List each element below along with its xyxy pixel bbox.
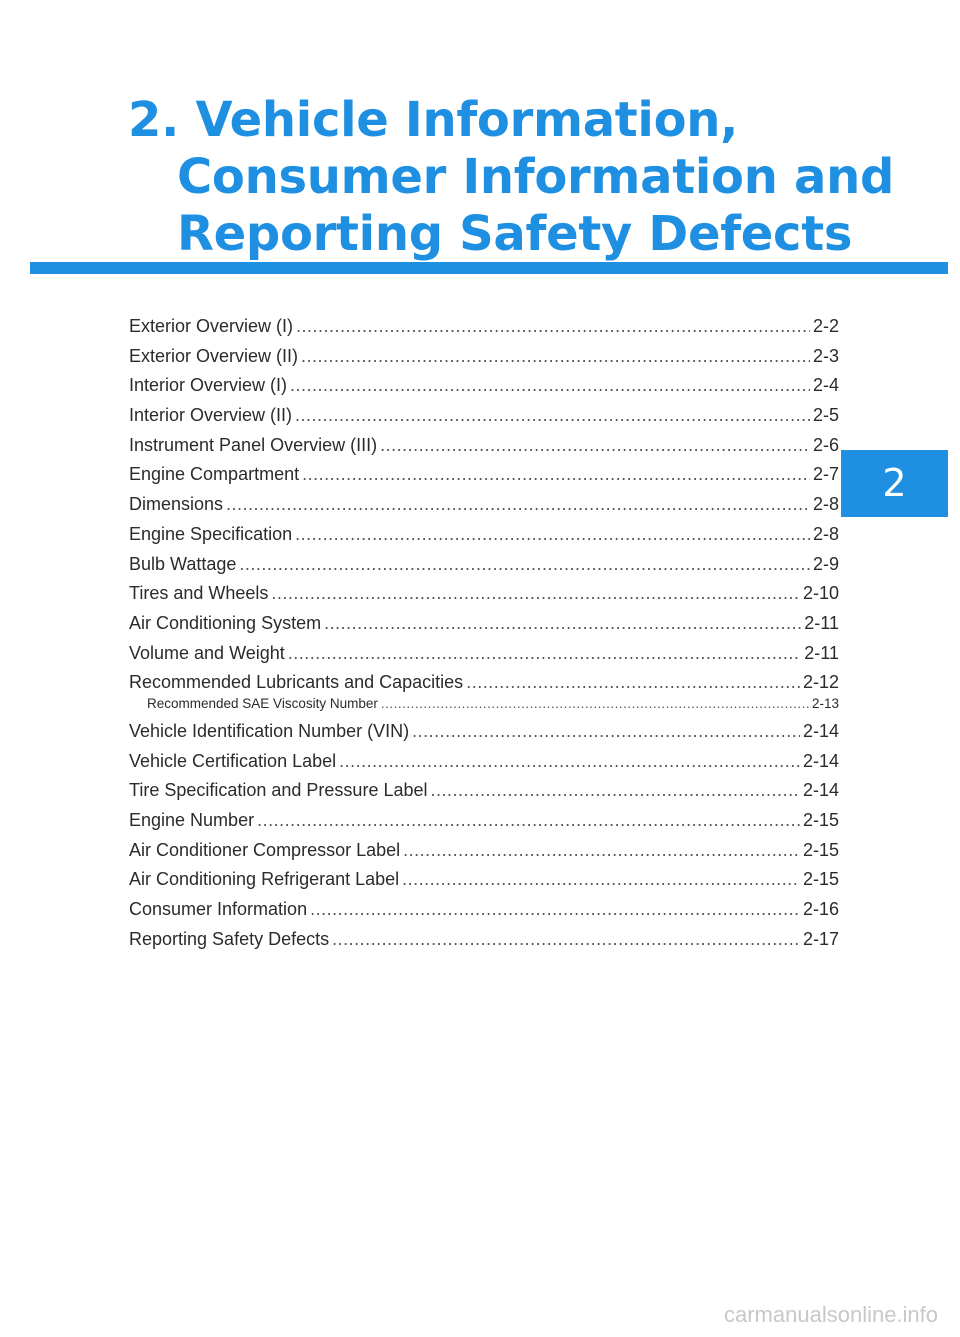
toc-entry-label: Reporting Safety Defects (129, 928, 330, 949)
toc-entry-page: 2-13 (811, 695, 839, 711)
toc-entry[interactable]: Dimensions 2-8 (129, 494, 839, 524)
toc-dot-leader (302, 464, 810, 485)
watermark: carmanualsonline.info (724, 1302, 939, 1327)
toc-entry[interactable]: Interior Overview (I) 2-4 (129, 375, 839, 405)
toc-entry[interactable]: Air Conditioner Compressor Label 2-15 (129, 840, 839, 870)
toc-dot-leader (257, 810, 800, 831)
toc-dot-leader (301, 346, 810, 367)
toc-entry-page: 2-8 (812, 494, 839, 515)
toc-dot-leader (239, 554, 810, 575)
toc-dot-leader (295, 405, 810, 426)
toc-entry-page: 2-15 (802, 810, 839, 830)
toc-entry[interactable]: Volume and Weight 2-11 (129, 643, 839, 673)
chapter-title-line-1: 2. Vehicle Information, (128, 92, 739, 148)
toc-dot-leader (226, 494, 810, 515)
toc-entry-page: 2-14 (802, 720, 839, 741)
toc-entry-page: 2-4 (812, 375, 839, 396)
toc-dot-leader (296, 316, 810, 337)
toc-entry-label: Engine Specification (129, 523, 293, 544)
toc-dot-leader (290, 375, 810, 396)
toc-entry-label: Interior Overview (I) (129, 375, 288, 396)
toc-dot-leader (412, 721, 800, 742)
toc-dot-leader (295, 524, 810, 545)
toc-entry[interactable]: Air Conditioning System 2-11 (129, 613, 839, 643)
toc-dot-leader (381, 696, 809, 711)
chapter-number-tab: 2 (841, 450, 948, 517)
toc-entry-label: Volume and Weight (129, 642, 285, 663)
toc-entry[interactable]: Bulb Wattage 2-9 (129, 554, 839, 584)
toc-entry[interactable]: Engine Compartment 2-7 (129, 464, 839, 494)
toc-dot-leader (402, 869, 800, 890)
toc-entry-label: Bulb Wattage (129, 553, 237, 574)
toc-entry-label: Engine Number (129, 810, 255, 830)
toc-entry-page: 2-5 (812, 405, 839, 426)
toc-dot-leader (403, 840, 800, 861)
toc-entry-page: 2-3 (812, 345, 839, 366)
toc-entry-label: Tires and Wheels (129, 583, 269, 604)
toc-entry-page: 2-14 (802, 780, 839, 801)
toc-entry-label: Air Conditioning Refrigerant Label (129, 869, 400, 890)
toc-entry-label: Consumer Information (129, 899, 308, 920)
toc-entry-label: Air Conditioner Compressor Label (129, 839, 401, 860)
chapter-title-line-2: Consumer Information and (177, 149, 895, 205)
toc-dot-leader (431, 780, 800, 801)
toc-dot-leader (324, 613, 801, 634)
toc-entry[interactable]: Vehicle Certification Label 2-14 (129, 751, 839, 781)
toc-entry-page: 2-2 (812, 316, 839, 336)
toc-entry[interactable]: Engine Number 2-15 (129, 810, 839, 840)
toc-entry-page: 2-11 (804, 642, 839, 663)
toc-entry-label: Air Conditioning System (129, 612, 322, 633)
toc-entry-page: 2-10 (802, 583, 839, 604)
toc-entry-page: 2-17 (802, 928, 839, 949)
toc-entry-label: Recommended SAE Viscosity Number (147, 695, 378, 711)
toc-entry-page: 2-11 (804, 612, 839, 633)
toc-entry[interactable]: Reporting Safety Defects 2-17 (129, 929, 839, 959)
toc-entry-page: 2-15 (802, 869, 839, 890)
toc-entry[interactable]: Engine Specification 2-8 (129, 524, 839, 554)
toc-dot-leader (380, 435, 810, 456)
toc-entry[interactable]: Exterior Overview (I) 2-2 (129, 316, 839, 346)
toc-entry[interactable]: Tire Specification and Pressure Label 2-1… (129, 780, 839, 810)
toc-entry-page: 2-16 (802, 899, 839, 920)
chapter-title: 2. Vehicle Information, Consumer Informa… (128, 92, 908, 263)
toc-entry-label: Instrument Panel Overview (III) (129, 434, 378, 455)
toc-entry-page: 2-9 (812, 553, 839, 574)
toc-entry[interactable]: Tires and Wheels 2-10 (129, 583, 839, 613)
toc-entry-page: 2-12 (802, 672, 839, 693)
toc-entry-page: 2-15 (802, 839, 839, 860)
toc-entry[interactable]: Consumer Information 2-16 (129, 899, 839, 929)
table-of-contents: Exterior Overview (I) 2-2 Exterior Overvi… (129, 316, 839, 958)
toc-entry-label: Exterior Overview (I) (129, 316, 294, 336)
toc-entry[interactable]: Recommended Lubricants and Capacities 2-1… (129, 672, 839, 702)
toc-entry[interactable]: Air Conditioning Refrigerant Label 2-15 (129, 869, 839, 899)
toc-entry-label: Exterior Overview (II) (129, 345, 299, 366)
toc-dot-leader (310, 899, 800, 920)
toc-entry[interactable]: Interior Overview (II) 2-5 (129, 405, 839, 435)
toc-entry-page: 2-14 (802, 750, 839, 771)
toc-entry[interactable]: Instrument Panel Overview (III) 2-6 (129, 435, 839, 465)
toc-entry-label: Vehicle Identification Number (VIN) (129, 720, 410, 741)
toc-entry-page: 2-6 (812, 434, 839, 455)
toc-subentry[interactable]: Recommended SAE Viscosity Number 2-13 (129, 696, 839, 717)
title-divider-bar (30, 262, 948, 274)
chapter-title-line-3: Reporting Safety Defects (177, 206, 853, 262)
toc-entry-label: Engine Compartment (129, 464, 300, 485)
toc-entry-label: Interior Overview (II) (129, 405, 293, 426)
toc-entry-label: Dimensions (129, 494, 224, 515)
toc-dot-leader (332, 929, 800, 950)
toc-entry-label: Recommended Lubricants and Capacities (129, 672, 464, 693)
toc-dot-leader (339, 751, 800, 772)
toc-entry[interactable]: Vehicle Identification Number (VIN) 2-14 (129, 721, 839, 751)
toc-entry[interactable]: Exterior Overview (II) 2-3 (129, 346, 839, 376)
toc-entry-label: Tire Specification and Pressure Label (129, 780, 428, 801)
toc-dot-leader (466, 672, 800, 693)
toc-dot-leader (271, 583, 800, 604)
toc-entry-label: Vehicle Certification Label (129, 750, 337, 771)
toc-dot-leader (288, 643, 802, 664)
toc-entry-page: 2-7 (812, 464, 839, 485)
toc-entry-page: 2-8 (812, 523, 839, 544)
